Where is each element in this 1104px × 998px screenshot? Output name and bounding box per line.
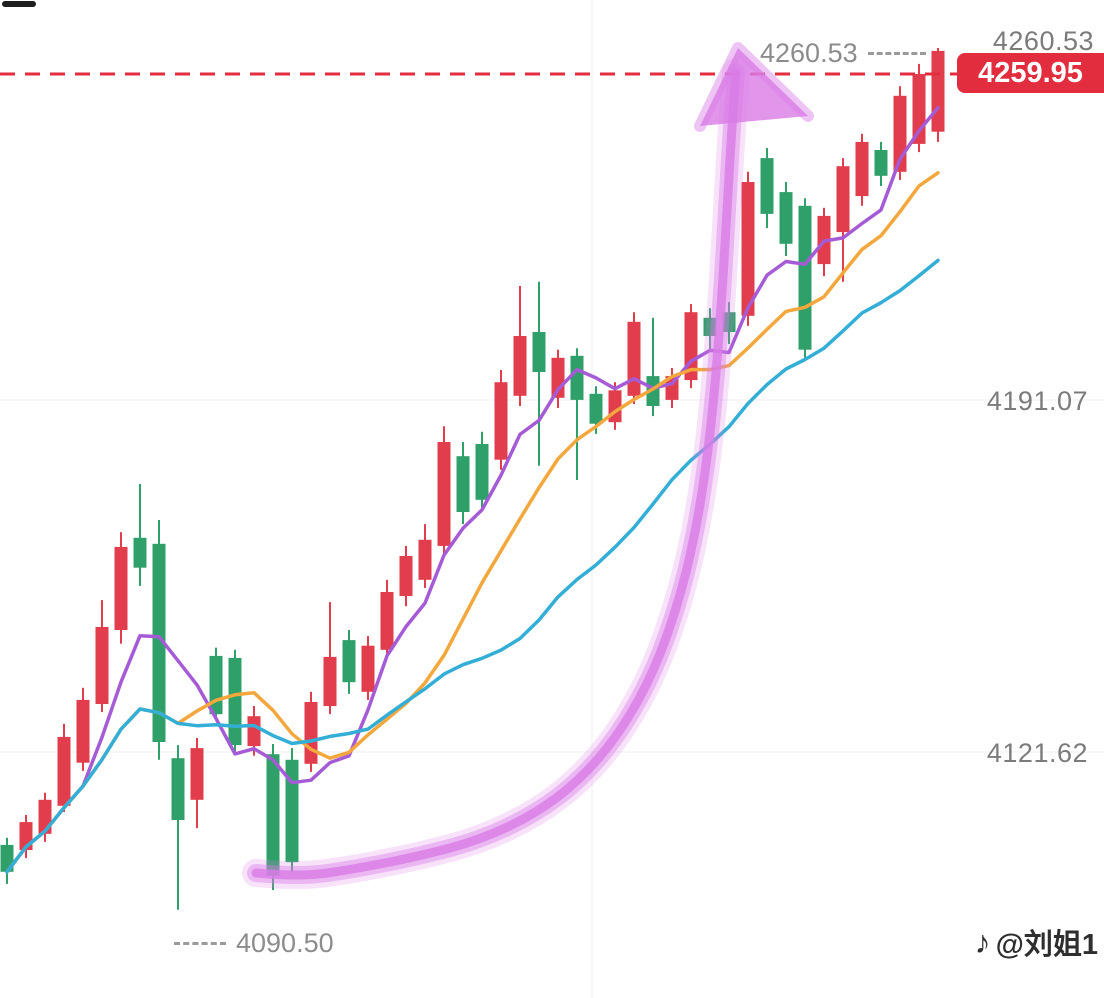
high-price-label: 4260.53	[760, 38, 858, 68]
watermark-handle: @刘姐1	[995, 929, 1098, 961]
low-marker-dashes	[174, 942, 226, 945]
axis-label-low: 4121.62	[986, 738, 1088, 768]
axis-label-mid: 4191.07	[986, 386, 1088, 416]
low-price-label: 4090.50	[236, 928, 334, 958]
watermark: ♪ @刘姐1	[975, 921, 1098, 963]
corner-artifact	[2, 1, 36, 7]
last-price-tag: 4259.95	[957, 53, 1104, 93]
high-marker-dashes	[867, 52, 926, 55]
high-price-marker: 4260.53	[760, 38, 926, 69]
music-note-icon: ♪	[974, 923, 991, 960]
axis-label-high: 4260.53	[992, 26, 1094, 56]
low-price-marker: 4090.50	[174, 928, 334, 959]
